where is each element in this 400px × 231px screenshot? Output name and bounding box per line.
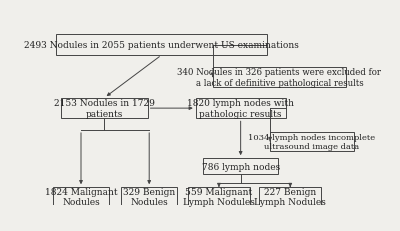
FancyBboxPatch shape: [61, 98, 148, 119]
Text: 559 Malignant
Lymph Nodules: 559 Malignant Lymph Nodules: [183, 187, 255, 206]
FancyBboxPatch shape: [121, 187, 177, 206]
FancyBboxPatch shape: [259, 187, 321, 206]
Text: 2153 Nodules in 1729
patients: 2153 Nodules in 1729 patients: [54, 99, 155, 118]
Text: 227 Benign
Lymph Nodules: 227 Benign Lymph Nodules: [254, 187, 326, 206]
Text: 1034 lymph nodes incomplete
ultrasound image data: 1034 lymph nodes incomplete ultrasound i…: [248, 133, 376, 150]
FancyBboxPatch shape: [188, 187, 250, 206]
Text: 2493 Nodules in 2055 patients underwent US examinations: 2493 Nodules in 2055 patients underwent …: [24, 41, 299, 50]
FancyBboxPatch shape: [213, 67, 346, 88]
FancyBboxPatch shape: [270, 132, 354, 151]
FancyBboxPatch shape: [56, 35, 267, 56]
FancyBboxPatch shape: [204, 158, 278, 174]
Text: 1824 Malignant
Nodules: 1824 Malignant Nodules: [45, 187, 117, 206]
FancyBboxPatch shape: [196, 98, 286, 119]
Text: 340 Nodules in 326 patients were excluded for
a lack of definitive pathological : 340 Nodules in 326 patients were exclude…: [177, 68, 382, 87]
Text: 329 Benign
Nodules: 329 Benign Nodules: [123, 187, 175, 206]
Text: 1820 lymph nodes with
pathologic results: 1820 lymph nodes with pathologic results: [187, 99, 294, 118]
FancyBboxPatch shape: [53, 187, 109, 206]
Text: 786 lymph nodes: 786 lymph nodes: [202, 162, 280, 171]
